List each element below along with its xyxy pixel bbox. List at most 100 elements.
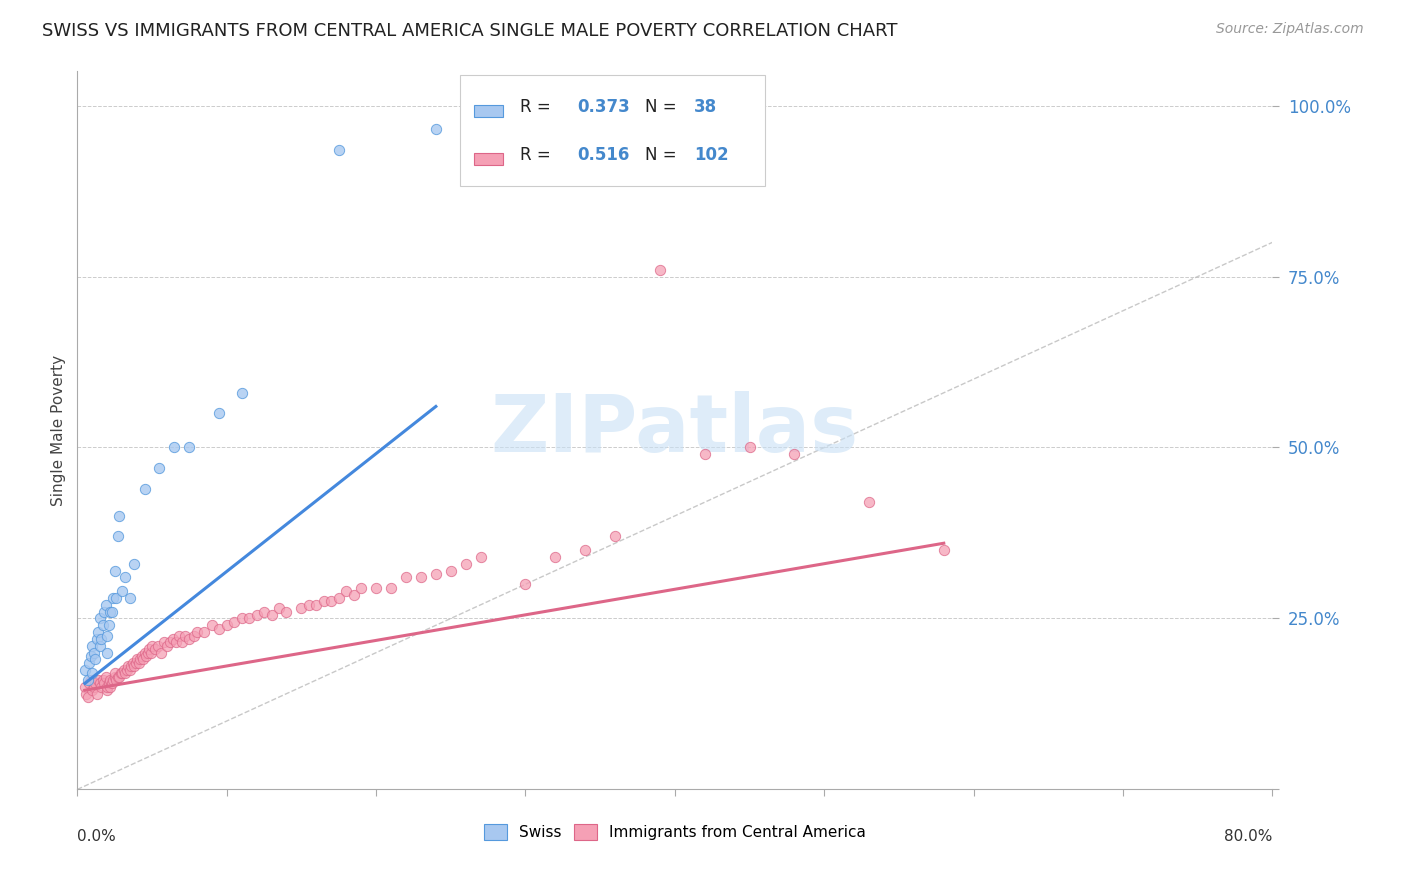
Point — [82, 683, 104, 698]
Point — [146, 639, 169, 653]
Point — [183, 628, 205, 642]
Point — [186, 625, 208, 640]
Point — [112, 663, 135, 677]
Point — [148, 461, 170, 475]
Point — [91, 673, 114, 687]
Point — [932, 543, 955, 558]
Point — [80, 649, 103, 664]
Point — [94, 669, 117, 683]
Point — [96, 646, 118, 660]
Point — [83, 680, 105, 694]
Text: ZIPatlas: ZIPatlas — [491, 392, 859, 469]
Point — [409, 570, 432, 584]
Point — [89, 611, 111, 625]
Point — [162, 632, 184, 646]
Point — [350, 581, 373, 595]
Point — [141, 639, 163, 653]
Point — [165, 635, 187, 649]
Point — [98, 605, 121, 619]
FancyBboxPatch shape — [474, 104, 503, 117]
Point — [97, 618, 120, 632]
Point — [94, 598, 117, 612]
Point — [104, 564, 127, 578]
Point — [118, 591, 141, 605]
Point — [111, 584, 134, 599]
Text: 0.0%: 0.0% — [77, 829, 117, 844]
Point — [395, 570, 418, 584]
Point — [84, 652, 107, 666]
FancyBboxPatch shape — [460, 75, 765, 186]
Point — [312, 594, 335, 608]
Point — [135, 649, 157, 664]
Point — [90, 680, 112, 694]
Point — [574, 543, 596, 558]
Point — [129, 652, 152, 666]
Text: R =: R = — [520, 146, 555, 164]
Point — [89, 639, 111, 653]
Point — [82, 666, 104, 681]
FancyBboxPatch shape — [474, 153, 503, 165]
Text: 80.0%: 80.0% — [1225, 829, 1272, 844]
Point — [693, 447, 716, 461]
Point — [132, 652, 155, 666]
Point — [73, 663, 96, 677]
Point — [87, 625, 110, 640]
Point — [290, 601, 312, 615]
Point — [159, 635, 181, 649]
Point — [76, 673, 98, 687]
Point — [90, 632, 112, 646]
Point — [84, 676, 107, 690]
Point — [107, 529, 129, 543]
Point — [124, 656, 146, 670]
Point — [122, 659, 145, 673]
Point — [425, 122, 447, 136]
Point — [114, 570, 136, 584]
Point — [544, 549, 567, 564]
Point — [104, 669, 127, 683]
Point — [470, 549, 492, 564]
Point — [276, 605, 298, 619]
Point — [267, 601, 290, 615]
Point — [366, 581, 388, 595]
Point — [122, 557, 145, 571]
Point — [343, 588, 366, 602]
Point — [104, 666, 127, 681]
Point — [134, 646, 156, 660]
Text: N =: N = — [645, 98, 676, 116]
Point — [298, 598, 321, 612]
Text: Source: ZipAtlas.com: Source: ZipAtlas.com — [1216, 22, 1364, 37]
Point — [98, 673, 121, 687]
Point — [138, 642, 160, 657]
Point — [305, 598, 328, 612]
Point — [380, 581, 402, 595]
Point — [97, 676, 120, 690]
Point — [80, 673, 103, 687]
Point — [105, 673, 128, 687]
Point — [93, 605, 115, 619]
Point — [98, 680, 121, 694]
Point — [89, 676, 111, 690]
Text: SWISS VS IMMIGRANTS FROM CENTRAL AMERICA SINGLE MALE POVERTY CORRELATION CHART: SWISS VS IMMIGRANTS FROM CENTRAL AMERICA… — [42, 22, 897, 40]
Point — [128, 656, 150, 670]
Point — [139, 646, 162, 660]
Text: 102: 102 — [695, 146, 728, 164]
Point — [167, 628, 190, 642]
Point — [111, 666, 134, 681]
Point — [783, 447, 806, 461]
Point — [86, 632, 108, 646]
Point — [117, 659, 139, 673]
Point — [91, 618, 114, 632]
Point — [440, 564, 463, 578]
Point — [224, 615, 246, 629]
Text: 38: 38 — [695, 98, 717, 116]
Point — [328, 591, 350, 605]
Point — [201, 618, 224, 632]
Point — [321, 594, 343, 608]
Point — [425, 567, 447, 582]
Point — [110, 666, 132, 681]
Point — [253, 605, 276, 619]
Point — [193, 625, 215, 640]
Point — [108, 669, 131, 683]
Point — [100, 605, 122, 619]
Point — [174, 628, 197, 642]
